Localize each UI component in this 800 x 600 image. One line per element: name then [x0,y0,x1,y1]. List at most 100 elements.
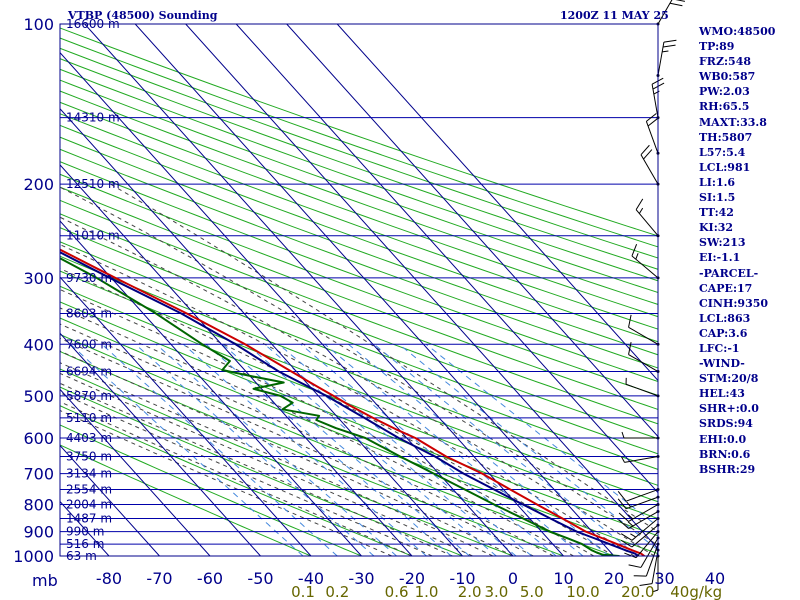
wind-barb [618,510,660,529]
moist-adiabat [60,409,393,556]
height-label: 2004 m [66,497,112,511]
isotherm-line [134,24,615,556]
index-item: HEL:43 [699,387,745,401]
index-item: SW:213 [699,236,746,250]
index-item: LCL:863 [699,311,751,325]
index-item: SHR+:0.0 [699,402,759,416]
isotherm-line [60,388,211,556]
height-label: 990 m [66,525,104,539]
index-item: EI:-1.1 [699,251,741,265]
mixing-ratio-label: 0.1 [291,583,315,600]
index-item: WMO:48500 [699,25,776,38]
index-item: PW:2.03 [699,85,750,99]
wind-barb [640,144,660,186]
isotherm-line [60,108,463,556]
temperature-tick-label: -40 [298,569,324,588]
parcel-trace [60,251,640,556]
index-item: EHI:0.0 [699,432,747,446]
height-label: 3750 m [66,449,112,463]
plot-frame [59,23,659,557]
index-item: SRDS:94 [699,417,753,431]
height-label: 7600 m [66,337,112,351]
height-label: 8603 m [66,306,112,320]
isotherm-line [60,332,261,556]
temperature-tick-labels: -80 -70 -60 -50 -40 -30 -20 -10 0 10 20 30 40 [96,569,725,588]
sounding-title: VTBP (48500) Sounding [68,9,218,22]
mixing-ratio-labels: 0.1 0.2 0.6 1.0 2.0 3.0 5.0 10.0 20.0 40g/kg [291,583,722,600]
mixing-ratio-label: 20.0 [621,583,654,600]
index-item: KI:32 [699,221,734,235]
temperature-tick-label: -60 [197,569,223,588]
wind-barb [633,542,660,577]
index-item: L57:5.4 [699,145,746,159]
index-item: LI:1.6 [699,175,736,189]
index-item: CAP:3.6 [699,326,748,340]
height-label: 14310 m [66,111,120,125]
wind-barb [621,454,660,463]
index-item: TT:42 [699,206,734,220]
index-item: CAPE:17 [699,281,753,295]
index-item: WB0:587 [699,70,756,84]
temperature-tick-label: 20 [604,569,624,588]
temperature-tick-label: -80 [96,569,122,588]
wind-barbs [617,0,685,593]
wind-barb [618,502,660,522]
stability-indices-panel: WMO:48500 TP:89 FRZ:548 WB0:587 PW:2.03 RH:65… [699,24,775,477]
mixing-ratio-label: 40g/kg [670,583,722,600]
pressure-tick-labels: 100 200 300 400 500 600 700 800 900 1000 [13,15,54,566]
wind-barb [651,77,665,120]
isotherm-line [235,24,658,494]
index-item: TP:89 [699,40,735,54]
height-label: 1487 m [66,511,112,525]
pressure-tick-label: 700 [23,465,54,484]
temperature-tick-label: -20 [399,569,425,588]
moist-adiabat [60,289,595,556]
mixing-ratio-label: 0.6 [385,583,409,600]
pressure-tick-label: 400 [23,335,54,354]
moist-adiabat [60,392,433,556]
moist-adiabat [60,401,413,556]
height-label: 516 m [66,537,104,551]
dewpoint-trace [60,257,620,556]
isotherm-line [60,164,413,556]
temperature-tick-label: -10 [449,569,475,588]
height-label: 16600 m [66,17,120,31]
pressure-tick-label: 800 [23,495,54,514]
mixing-ratio-label: 2.0 [458,583,482,600]
mixing-ratio-label: 10.0 [566,583,599,600]
isotherm-line [60,51,514,556]
pressure-tick-label: 500 [23,387,54,406]
pressure-tick-label: 200 [23,175,54,194]
temperature-tick-label: -30 [348,569,374,588]
pressure-tick-label: 900 [23,523,54,542]
index-item: SI:1.5 [699,191,736,205]
index-item: LFC:-1 [699,341,740,355]
index-item: CINH:9350 [699,296,769,310]
index-item: TH:5807 [699,130,753,144]
wind-barb [621,431,660,440]
isotherm-line [60,276,312,556]
height-label: 2554 m [66,483,112,497]
height-label: 5110 m [66,411,112,425]
index-item: RH:65.5 [699,100,750,114]
mixing-ratio-label: 0.2 [325,583,349,600]
temperature-tick-label: 10 [553,569,573,588]
mixing-ratio-label: 3.0 [484,583,508,600]
isotherm-line [286,24,658,438]
temperature-tick-label: -50 [247,569,273,588]
isotherm-line [84,24,564,556]
pressure-tick-label: 600 [23,429,54,448]
wind-barb [635,198,660,238]
index-item: STM:20/8 [699,372,759,386]
height-label: 9730 m [66,271,112,285]
index-item: BSHR:29 [699,462,756,476]
height-labels: 16600 m 14310 m 12510 m 11010 m 9730 m 8603 m… [66,17,120,563]
index-item: LCL:981 [699,160,751,174]
index-item: MAXT:33.8 [699,115,767,129]
moist-adiabat [110,183,658,533]
temperature-tick-label: -70 [146,569,172,588]
height-label: 6694 m [66,365,112,379]
height-label: 3134 m [66,467,112,481]
pressure-tick-label: 300 [23,269,54,288]
